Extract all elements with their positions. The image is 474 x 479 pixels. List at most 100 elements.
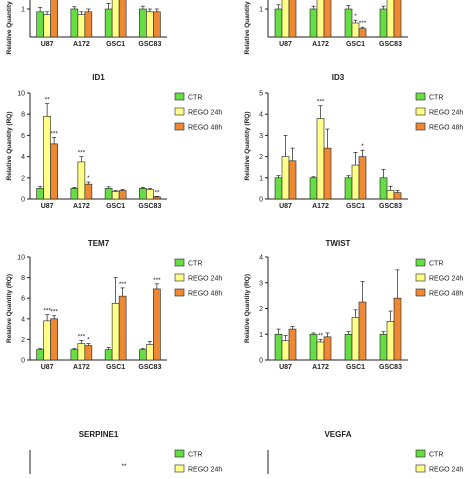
bar-ctr — [70, 188, 79, 200]
x-tick-label: GSC1 — [106, 41, 125, 48]
significance-mark: * — [87, 337, 90, 344]
bar-rego-24h — [146, 344, 154, 361]
bar-ctr — [309, 8, 318, 38]
legend-swatch — [415, 288, 426, 297]
bar-rego-48h — [118, 190, 127, 200]
significance-mark: *** — [153, 277, 161, 284]
legend-label: CTR — [429, 261, 443, 268]
bar-rego-24h — [281, 0, 290, 38]
bar-rego-24h — [43, 320, 51, 361]
legend-label: CTR — [188, 261, 202, 268]
x-tick-label: U87 — [41, 364, 54, 371]
x-tick-label: U87 — [279, 41, 292, 48]
bar-ctr — [379, 333, 388, 361]
bar-rego-48h — [84, 183, 93, 200]
y-axis-label: Relative Quantity (RQ) — [6, 274, 13, 343]
bar-ctr — [139, 349, 147, 361]
y-tick-label: 4 — [259, 112, 263, 119]
legend-swatch — [174, 273, 185, 282]
bar-rego-48h — [153, 196, 161, 200]
bar-rego-48h — [393, 0, 402, 38]
bar-rego-48h — [50, 318, 58, 361]
y-axis-label: Relative Quantity (RQ) — [6, 112, 13, 181]
bar-rego-48h — [358, 156, 367, 200]
bar-ctr — [274, 333, 283, 361]
legend-swatch — [174, 288, 185, 297]
chart-panel-3: ID3 0 1 2 3 4 5 Relative Quantity (RQ) U87 *** A17… — [244, 73, 463, 210]
x-tick-label: U87 — [279, 364, 292, 371]
bar-ctr — [379, 177, 388, 200]
legend-swatch — [415, 92, 426, 101]
bar-rego-48h — [118, 0, 127, 38]
chart-title: TEM7 — [88, 239, 110, 248]
x-tick-label: GSC1 — [346, 41, 365, 48]
bar-ctr — [309, 333, 318, 361]
chart-panel-7: VEGFA CTR REGO 24h — [267, 430, 463, 479]
y-tick-label: 4 — [259, 255, 263, 262]
y-tick-label: 6 — [21, 133, 25, 140]
bar-rego-24h — [316, 118, 325, 200]
bar-rego-48h — [323, 0, 332, 38]
chart-title: ID3 — [332, 73, 345, 82]
significance-mark: *** — [78, 333, 86, 340]
x-tick-label: GSC83 — [379, 41, 402, 48]
legend-label: REGO 48h — [188, 291, 222, 298]
y-tick-label: 0 — [21, 197, 25, 204]
bar-rego-24h — [281, 340, 290, 361]
y-tick-label: 4 — [21, 316, 25, 323]
significance-mark: ** — [154, 189, 160, 196]
bar-rego-24h — [351, 317, 360, 361]
y-tick-label: 8 — [21, 112, 25, 119]
y-tick-label: 0 — [21, 358, 25, 365]
legend-swatch — [174, 92, 185, 101]
legend-swatch — [174, 449, 185, 458]
y-axis-label: Relative Quantity (RQ) — [244, 0, 251, 54]
bar-rego-48h — [288, 328, 297, 361]
bar-rego-48h — [358, 301, 367, 361]
significance-mark: *** — [317, 99, 325, 106]
bar-rego-24h — [146, 189, 154, 200]
bar-rego-24h — [316, 341, 325, 361]
y-tick-label: 10 — [17, 255, 25, 262]
bar-rego-48h — [84, 11, 93, 38]
x-tick-label: GSC1 — [346, 364, 365, 371]
bar-rego-48h — [358, 28, 367, 38]
bar-ctr — [36, 188, 44, 200]
significance-mark: * — [87, 175, 90, 182]
bar-rego-24h — [77, 161, 86, 200]
significance-mark: *** — [359, 20, 367, 27]
bar-rego-48h — [393, 297, 402, 361]
y-axis-label: Relative Quantity (RQ) — [244, 112, 251, 181]
legend-label: REGO 24h — [429, 276, 463, 283]
bar-rego-24h — [281, 156, 290, 200]
bar-rego-24h — [146, 11, 154, 38]
significance-mark: ** — [121, 463, 127, 470]
bar-rego-48h — [288, 160, 297, 200]
y-tick-label: 2 — [21, 337, 25, 344]
bar-rego-48h — [84, 345, 93, 361]
bar-rego-24h — [351, 164, 360, 200]
chart-title: SERPINE1 — [79, 430, 119, 439]
bar-rego-48h — [153, 288, 161, 361]
chart-panel-5: TWIST 0 1 2 3 4 Relative Quantity (RQ) U87 ** A17… — [244, 239, 463, 371]
bar-rego-48h — [50, 143, 58, 200]
legend-swatch — [174, 122, 185, 131]
y-tick-label: 1 — [259, 7, 263, 14]
bar-rego-48h — [153, 11, 161, 38]
legend-label: REGO 48h — [429, 125, 463, 132]
x-tick-label: A172 — [73, 364, 90, 371]
chart-title: ID1 — [92, 73, 105, 82]
bar-ctr — [139, 188, 147, 200]
bar-rego-24h — [316, 0, 325, 38]
chart-title: TWIST — [326, 239, 351, 248]
x-tick-label: GSC1 — [106, 203, 125, 210]
bar-ctr — [70, 349, 79, 361]
legend-swatch — [415, 258, 426, 267]
bar-rego-24h — [43, 116, 51, 200]
bar-ctr — [274, 177, 283, 200]
bar-rego-24h — [77, 14, 86, 38]
y-tick-label: 0 — [259, 358, 263, 365]
